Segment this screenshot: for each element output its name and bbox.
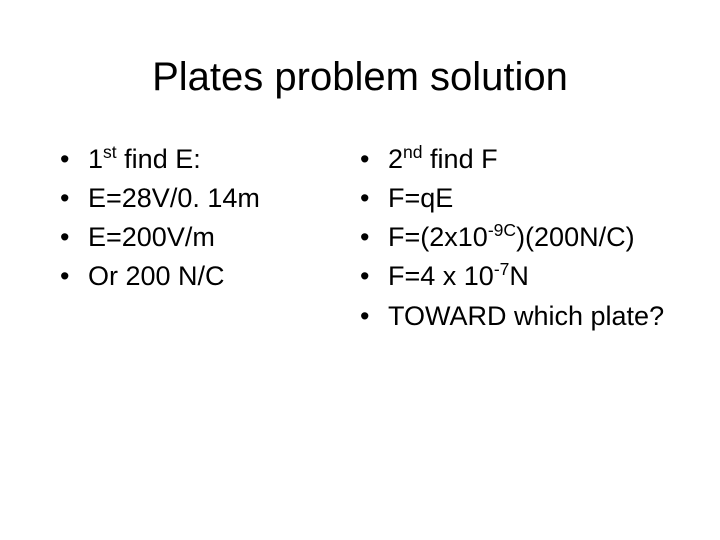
item-text: TOWARD which plate? [388, 297, 700, 336]
list-item: •F=4 x 10-7N [360, 257, 700, 296]
bullet-icon: • [60, 218, 88, 257]
content-columns: •1st find E: •E=28V/0. 14m •E=200V/m •Or… [0, 140, 720, 336]
bullet-icon: • [360, 297, 388, 336]
bullet-icon: • [360, 257, 388, 296]
list-item: •F=(2x10-9C)(200N/C) [360, 218, 700, 257]
list-item: •Or 200 N/C [60, 257, 360, 296]
right-column: •2nd find F •F=qE •F=(2x10-9C)(200N/C) •… [360, 140, 700, 336]
list-item: •E=28V/0. 14m [60, 179, 360, 218]
left-column: •1st find E: •E=28V/0. 14m •E=200V/m •Or… [60, 140, 360, 336]
left-list: •1st find E: •E=28V/0. 14m •E=200V/m •Or… [60, 140, 360, 297]
bullet-icon: • [360, 140, 388, 179]
item-text: E=200V/m [88, 218, 360, 257]
item-text: F=(2x10-9C)(200N/C) [388, 218, 700, 257]
bullet-icon: • [60, 140, 88, 179]
item-text: E=28V/0. 14m [88, 179, 360, 218]
item-text: Or 200 N/C [88, 257, 360, 296]
item-text: 1st find E: [88, 140, 360, 179]
bullet-icon: • [60, 179, 88, 218]
right-list: •2nd find F •F=qE •F=(2x10-9C)(200N/C) •… [360, 140, 700, 336]
item-text: F=4 x 10-7N [388, 257, 700, 296]
list-item: •2nd find F [360, 140, 700, 179]
item-text: 2nd find F [388, 140, 700, 179]
bullet-icon: • [60, 257, 88, 296]
item-text: F=qE [388, 179, 700, 218]
list-item: •F=qE [360, 179, 700, 218]
bullet-icon: • [360, 218, 388, 257]
list-item: •1st find E: [60, 140, 360, 179]
list-item: •E=200V/m [60, 218, 360, 257]
bullet-icon: • [360, 179, 388, 218]
slide-title: Plates problem solution [0, 0, 720, 140]
list-item: •TOWARD which plate? [360, 297, 700, 336]
